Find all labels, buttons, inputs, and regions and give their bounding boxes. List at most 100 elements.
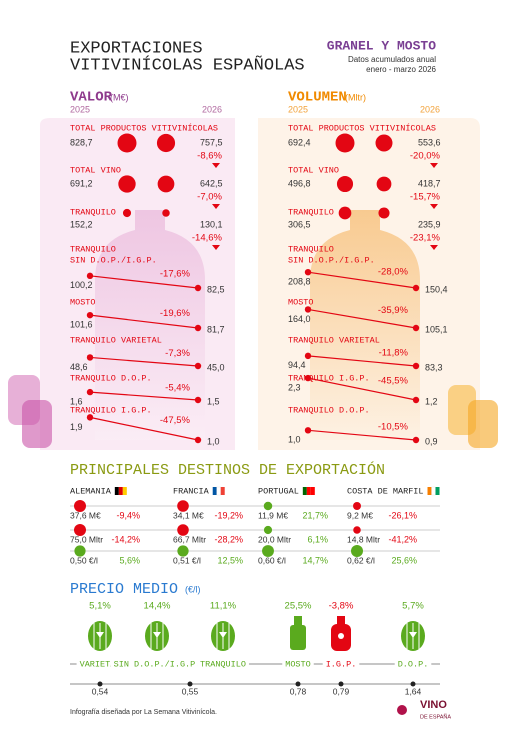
- change-label: 14,4%: [144, 601, 171, 612]
- change-line: [89, 275, 199, 289]
- value-dot: [304, 352, 312, 360]
- value-right: 105,1: [425, 324, 448, 334]
- amount-dot: [353, 502, 361, 510]
- value-left: 100,2: [70, 280, 93, 290]
- label-bg: [394, 657, 432, 671]
- change-label: -23,1%: [410, 233, 441, 244]
- change-label: -28,0%: [378, 267, 409, 278]
- value-left: 2,3: [288, 382, 301, 392]
- credit: Infografía diseñada por La Semana Vitivi…: [70, 709, 217, 716]
- amount-label: 75,0 Mltr: [70, 534, 103, 544]
- value-left: 101,6: [70, 320, 93, 330]
- change-label: -41,2%: [388, 534, 417, 544]
- change-label: 25,6%: [391, 555, 417, 565]
- change-label: -45,5%: [378, 376, 409, 387]
- amount-label: 0,60 €/l: [258, 555, 286, 565]
- change-mark: [430, 204, 438, 209]
- change-label: -3,8%: [329, 601, 354, 612]
- price-label: 0,79: [333, 686, 350, 696]
- value-dot: [375, 134, 393, 152]
- amount-dot: [263, 525, 273, 535]
- section-title: PRINCIPALES DESTINOS DE EXPORTACIÓN: [70, 461, 385, 479]
- row-label: TRANQUILO: [70, 207, 116, 217]
- change-line: [89, 391, 199, 401]
- change-mark: [212, 163, 220, 168]
- change-label: -11,8%: [379, 347, 409, 358]
- value-dot: [336, 175, 354, 193]
- flag: [118, 487, 123, 495]
- country-name: FRANCIA: [173, 486, 210, 496]
- flag: [302, 487, 307, 495]
- value-dot: [304, 306, 312, 313]
- change-mark: [430, 245, 438, 250]
- change-label: -17,6%: [160, 268, 191, 279]
- change-label: -9,4%: [116, 510, 140, 520]
- row-label: TOTAL PRODUCTOS VITIVINÍCOLAS: [288, 122, 436, 133]
- change-line: [307, 429, 417, 441]
- label-bg: [322, 657, 360, 671]
- value-right: 45,0: [207, 362, 225, 372]
- value-right: 82,5: [207, 284, 225, 294]
- amount-dot: [74, 524, 86, 536]
- value-dot: [304, 269, 312, 276]
- flag: [216, 486, 221, 496]
- change-mark: [212, 204, 220, 209]
- value-dot: [338, 206, 352, 220]
- value-right: 83,3: [425, 362, 443, 372]
- bottle: [290, 625, 306, 650]
- amount-dot: [177, 500, 189, 512]
- value-right: 642,5: [200, 178, 223, 188]
- value-left: 48,6: [70, 362, 88, 372]
- price-label: 1,64: [405, 686, 422, 696]
- change-label: -5,4%: [165, 383, 190, 394]
- item-name: VARIETAL: [80, 659, 121, 669]
- title: EXPORTACIONES: [70, 39, 203, 58]
- value-left: 496,8: [288, 178, 311, 188]
- price-icon: [211, 621, 235, 651]
- price-icon: [401, 621, 425, 651]
- change-label: 11,1%: [210, 601, 237, 612]
- amount-dot: [177, 545, 189, 557]
- amount-label: 37,6 M€: [70, 510, 101, 520]
- subtitle: Datos acumulados anual: [348, 55, 436, 64]
- value-dot: [304, 427, 312, 434]
- value-left: 164,0: [288, 314, 311, 324]
- label-bg: [197, 657, 249, 671]
- value-right: 130,1: [200, 219, 223, 229]
- amount-dot: [351, 545, 363, 557]
- change-line: [89, 416, 199, 441]
- label-bg: [110, 657, 204, 671]
- row-label: MOSTO: [288, 297, 314, 307]
- value-dot: [122, 208, 132, 218]
- section-title: VOLUMEN: [288, 90, 347, 106]
- value-dot: [156, 133, 176, 153]
- flag: [220, 487, 225, 495]
- category: GRANEL Y MOSTO: [327, 38, 436, 53]
- value-dot: [86, 272, 94, 280]
- price-dot: [187, 681, 193, 687]
- keyhole: [338, 633, 344, 639]
- value-right: 81,7: [207, 324, 225, 334]
- row-label: SIN D.O.P./I.G.P.: [288, 255, 375, 265]
- change-label: -14,2%: [111, 534, 140, 544]
- value-right: 150,4: [425, 284, 448, 294]
- amount-dot: [177, 524, 189, 536]
- value-right: 418,7: [418, 178, 441, 188]
- value-dot: [412, 324, 420, 332]
- value-dot: [378, 207, 390, 219]
- row-label: SIN D.O.P./I.G.P.: [70, 255, 157, 265]
- year-label: 2026: [420, 104, 440, 114]
- amount-dot: [262, 545, 274, 557]
- change-line: [307, 271, 417, 289]
- amount-label: 9,2 M€: [347, 510, 373, 520]
- value-dot: [194, 284, 202, 292]
- label-bg: [282, 657, 314, 671]
- change-label: -15,7%: [410, 192, 441, 203]
- row-label: TOTAL PRODUCTOS VITIVINÍCOLAS: [70, 122, 218, 133]
- price-label: 0,54: [92, 686, 109, 696]
- value-left: 1,0: [288, 435, 301, 445]
- arrow: [409, 632, 417, 638]
- change-line: [307, 308, 417, 329]
- price-dot: [338, 681, 344, 687]
